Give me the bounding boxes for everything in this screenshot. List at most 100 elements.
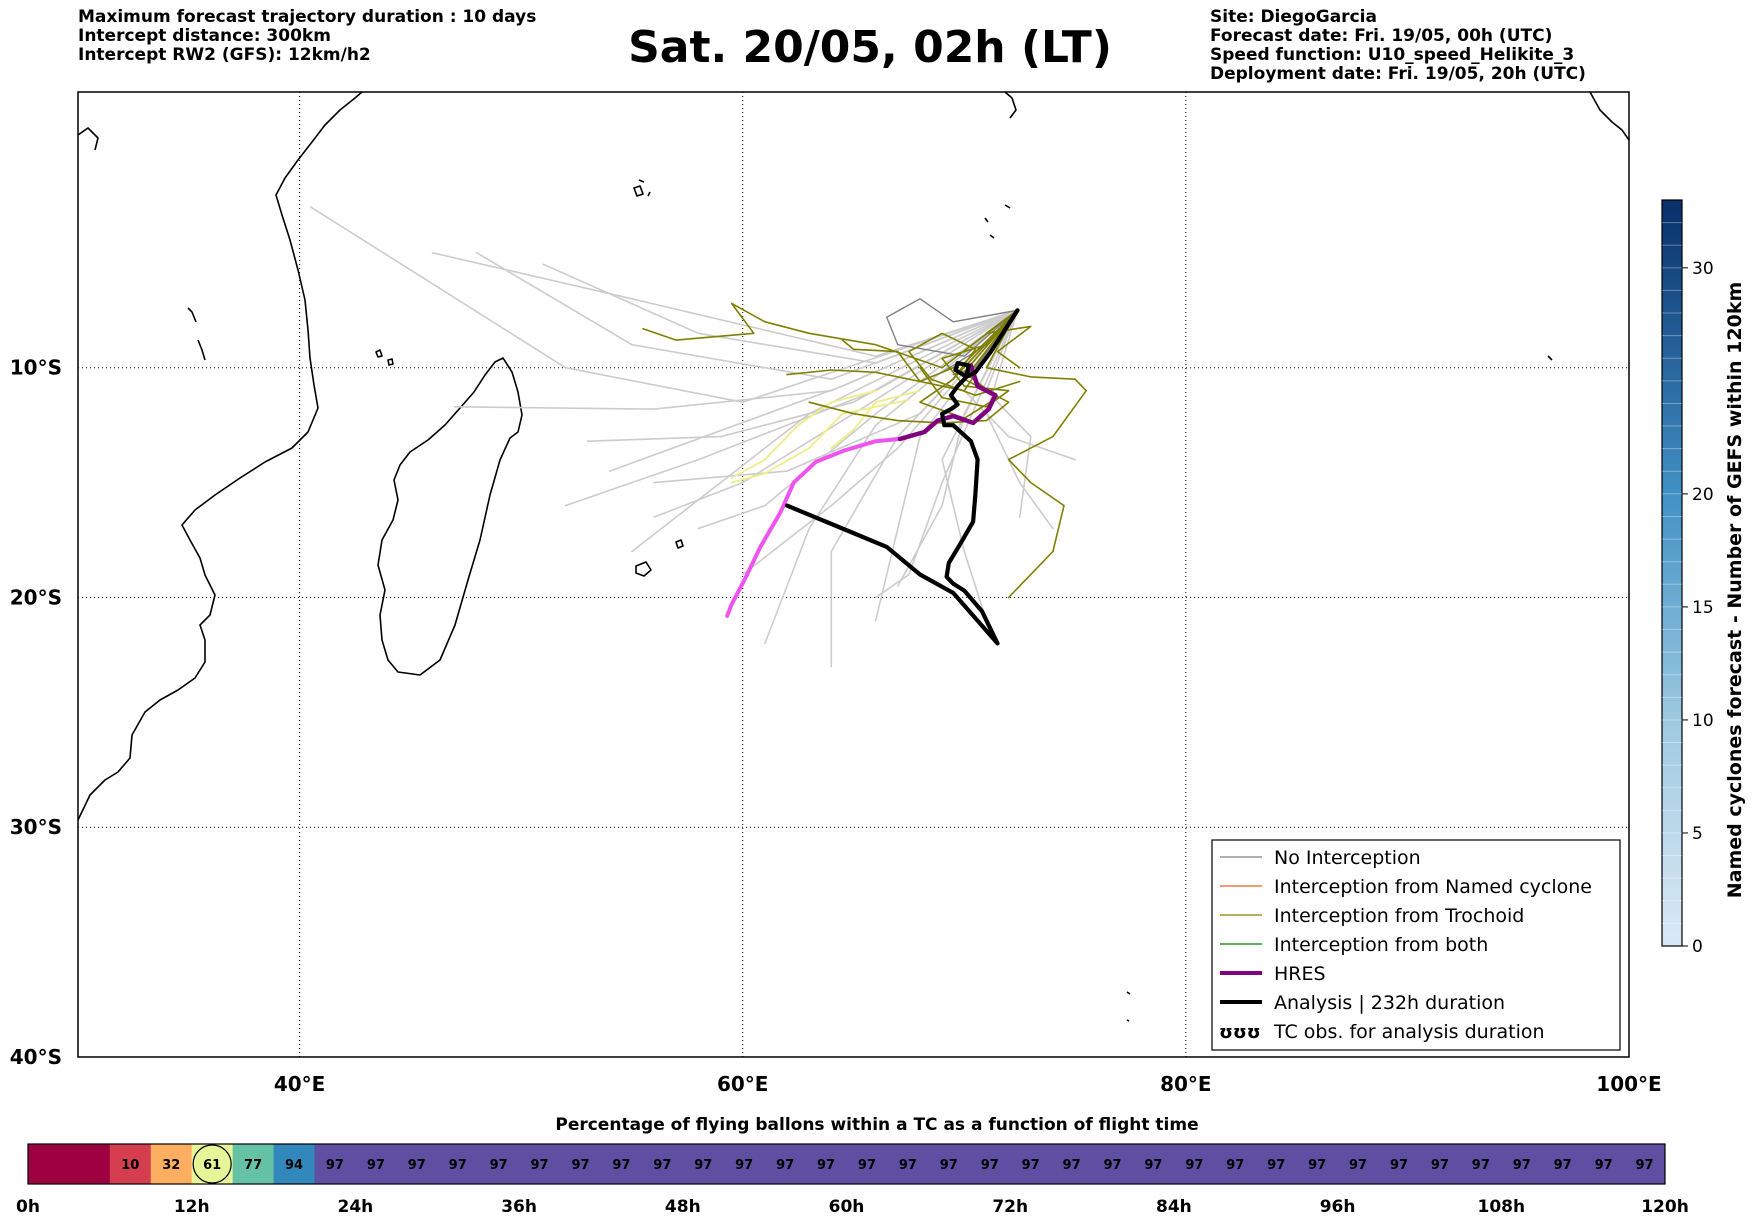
- forecast-date-text: Forecast date: Fri. 19/05, 00h (UTC): [1210, 26, 1553, 46]
- cocos-islands: [1547, 355, 1553, 361]
- colorbar-gradient: [1661, 199, 1683, 947]
- sri-lanka-coastline: [1004, 92, 1017, 119]
- colorbar-tick-label: 5: [1692, 824, 1703, 844]
- zanzibar-island: [187, 307, 206, 361]
- header-right-info: Site: DiegoGarcia Forecast date: Fri. 19…: [1210, 8, 1586, 84]
- hres-track-tail: [725, 436, 902, 618]
- legend-label: Interception from both: [1274, 934, 1488, 956]
- timebar-cell-label: 61: [203, 1158, 221, 1173]
- timebar-cell-label: 97: [367, 1158, 385, 1173]
- lat-tick-label: 10°S: [10, 356, 62, 380]
- timebar-cell-label: 97: [1390, 1158, 1408, 1173]
- legend-label: Analysis | 232h duration: [1274, 992, 1505, 1014]
- timebar-cell: [600, 1144, 643, 1184]
- timebar-cell: [1501, 1144, 1543, 1184]
- trochoid-interception-track: [908, 309, 1021, 397]
- map-frame: [77, 91, 1630, 1058]
- timebar-cell-label: 97: [653, 1158, 671, 1173]
- timebar-cell: [1624, 1144, 1666, 1184]
- hres-track: [897, 363, 998, 442]
- no-interception-track: [985, 309, 1054, 530]
- coastlines: [78, 92, 1629, 1022]
- timebar-cell: [846, 1144, 888, 1184]
- trochoid-interception-track: [985, 309, 1087, 599]
- timebar-tick-label: 84h: [1156, 1197, 1192, 1217]
- lat-tick-label: 40°S: [10, 1045, 62, 1069]
- mauritius-island: [675, 539, 684, 549]
- trajectory-tracks: [309, 206, 1087, 668]
- timebar-tick-label: 48h: [665, 1197, 701, 1217]
- africa-coastline: [78, 92, 363, 821]
- reunion-island: [635, 561, 652, 577]
- colorbar-label: Named cyclones forecast - Number of GEFS…: [1724, 281, 1746, 899]
- timebar-cell-label: 97: [1022, 1158, 1040, 1173]
- timebar-cell: [437, 1144, 479, 1184]
- arabia-coastline: [78, 127, 99, 151]
- timebar-cell-label: 97: [1635, 1158, 1653, 1173]
- legend-box: [1211, 839, 1621, 1051]
- timebar-cell-label: 94: [285, 1158, 303, 1173]
- timebar-tick-label: 72h: [992, 1197, 1028, 1217]
- timebar-cell-label: 97: [1431, 1158, 1449, 1173]
- timebar-cell: [1010, 1144, 1052, 1184]
- timebar-cell-label: 97: [981, 1158, 999, 1173]
- intercept-rw2-text: Intercept RW2 (GFS): 12km/h2: [78, 45, 371, 65]
- timebar-cell-label: 97: [1103, 1158, 1121, 1173]
- timebar-cell-label: 97: [1185, 1158, 1203, 1173]
- timebar-frame: [27, 1143, 1666, 1185]
- timebar-cell-label: 97: [490, 1158, 508, 1173]
- timebar-cell-label: 97: [408, 1158, 426, 1173]
- timebar-tick-label: 0h: [16, 1197, 40, 1217]
- colorbar-tick-label: 10: [1692, 711, 1714, 731]
- timebar-cell-label: 97: [899, 1158, 917, 1173]
- timebar-tick-label: 120h: [1641, 1197, 1689, 1217]
- timebar-cell: [1337, 1144, 1380, 1184]
- graticule: [78, 92, 1629, 1057]
- no-interception-track: [741, 309, 1019, 576]
- timebar-cell: [1583, 1144, 1625, 1184]
- timebar-cell: [232, 1144, 275, 1184]
- timebar-title: Percentage of flying ballons within a TC…: [555, 1115, 1199, 1135]
- legend: No Interception Interception from Named c…: [1211, 839, 1621, 1051]
- timebar-tick-label: 96h: [1320, 1197, 1356, 1217]
- timebar-cell-label: 97: [1554, 1158, 1572, 1173]
- timebar-cell-label: 97: [1144, 1158, 1162, 1173]
- no-interception-track: [897, 309, 1019, 587]
- timebar-cell-label: 97: [940, 1158, 958, 1173]
- no-interception-track: [886, 298, 1019, 357]
- timebar-tick-label: 12h: [174, 1197, 210, 1217]
- timebar-cell: [396, 1144, 438, 1184]
- timebar-cell-label: 97: [1226, 1158, 1244, 1173]
- no-interception-track: [764, 309, 1019, 645]
- secondary-track: [730, 389, 877, 479]
- timebar-cell-label: 97: [694, 1158, 712, 1173]
- timebar-cells: 10 32 61 77 94 97 97 97 97 97 97 97 97 97 97 97 97 97 97 97…: [28, 1144, 1666, 1184]
- madagascar-coastline: [377, 357, 523, 676]
- legend-label: TC obs. for analysis duration: [1273, 1021, 1545, 1043]
- timebar-cell: [1419, 1144, 1461, 1184]
- timebar-cell-label: 97: [1513, 1158, 1531, 1173]
- timebar-cell-label: 97: [1595, 1158, 1613, 1173]
- timebar-cell: [1460, 1144, 1502, 1184]
- timebar-cell: [355, 1144, 397, 1184]
- timebar-cell: [1092, 1144, 1134, 1184]
- timebar-cell: [109, 1144, 152, 1184]
- lon-tick-label: 60°E: [717, 1072, 769, 1096]
- lat-tick-label: 20°S: [10, 585, 62, 609]
- trochoid-interception-track: [985, 309, 1032, 369]
- timebar-cell: [1255, 1144, 1298, 1184]
- timebar-cell-label: 97: [571, 1158, 589, 1173]
- timebar-cell-label: 97: [1472, 1158, 1490, 1173]
- seychelles-islands: [633, 179, 651, 197]
- time-bar: 10 32 61 77 94 97 97 97 97 97 97 97 97 97 97 97 97 97 97 97…: [16, 1143, 1689, 1217]
- intercept-distance-text: Intercept distance: 300km: [78, 26, 331, 46]
- lon-tick-label: 100°E: [1596, 1072, 1661, 1096]
- legend-label: Interception from Trochoid: [1274, 905, 1524, 927]
- timebar-cell: [1542, 1144, 1584, 1184]
- timebar-cell: [1051, 1144, 1093, 1184]
- timebar-cell: [68, 1144, 111, 1184]
- timebar-cell: [560, 1144, 602, 1184]
- legend-label: No Interception: [1274, 847, 1421, 869]
- timebar-cell-label: 97: [449, 1158, 467, 1173]
- timebar-cell-label: 97: [776, 1158, 794, 1173]
